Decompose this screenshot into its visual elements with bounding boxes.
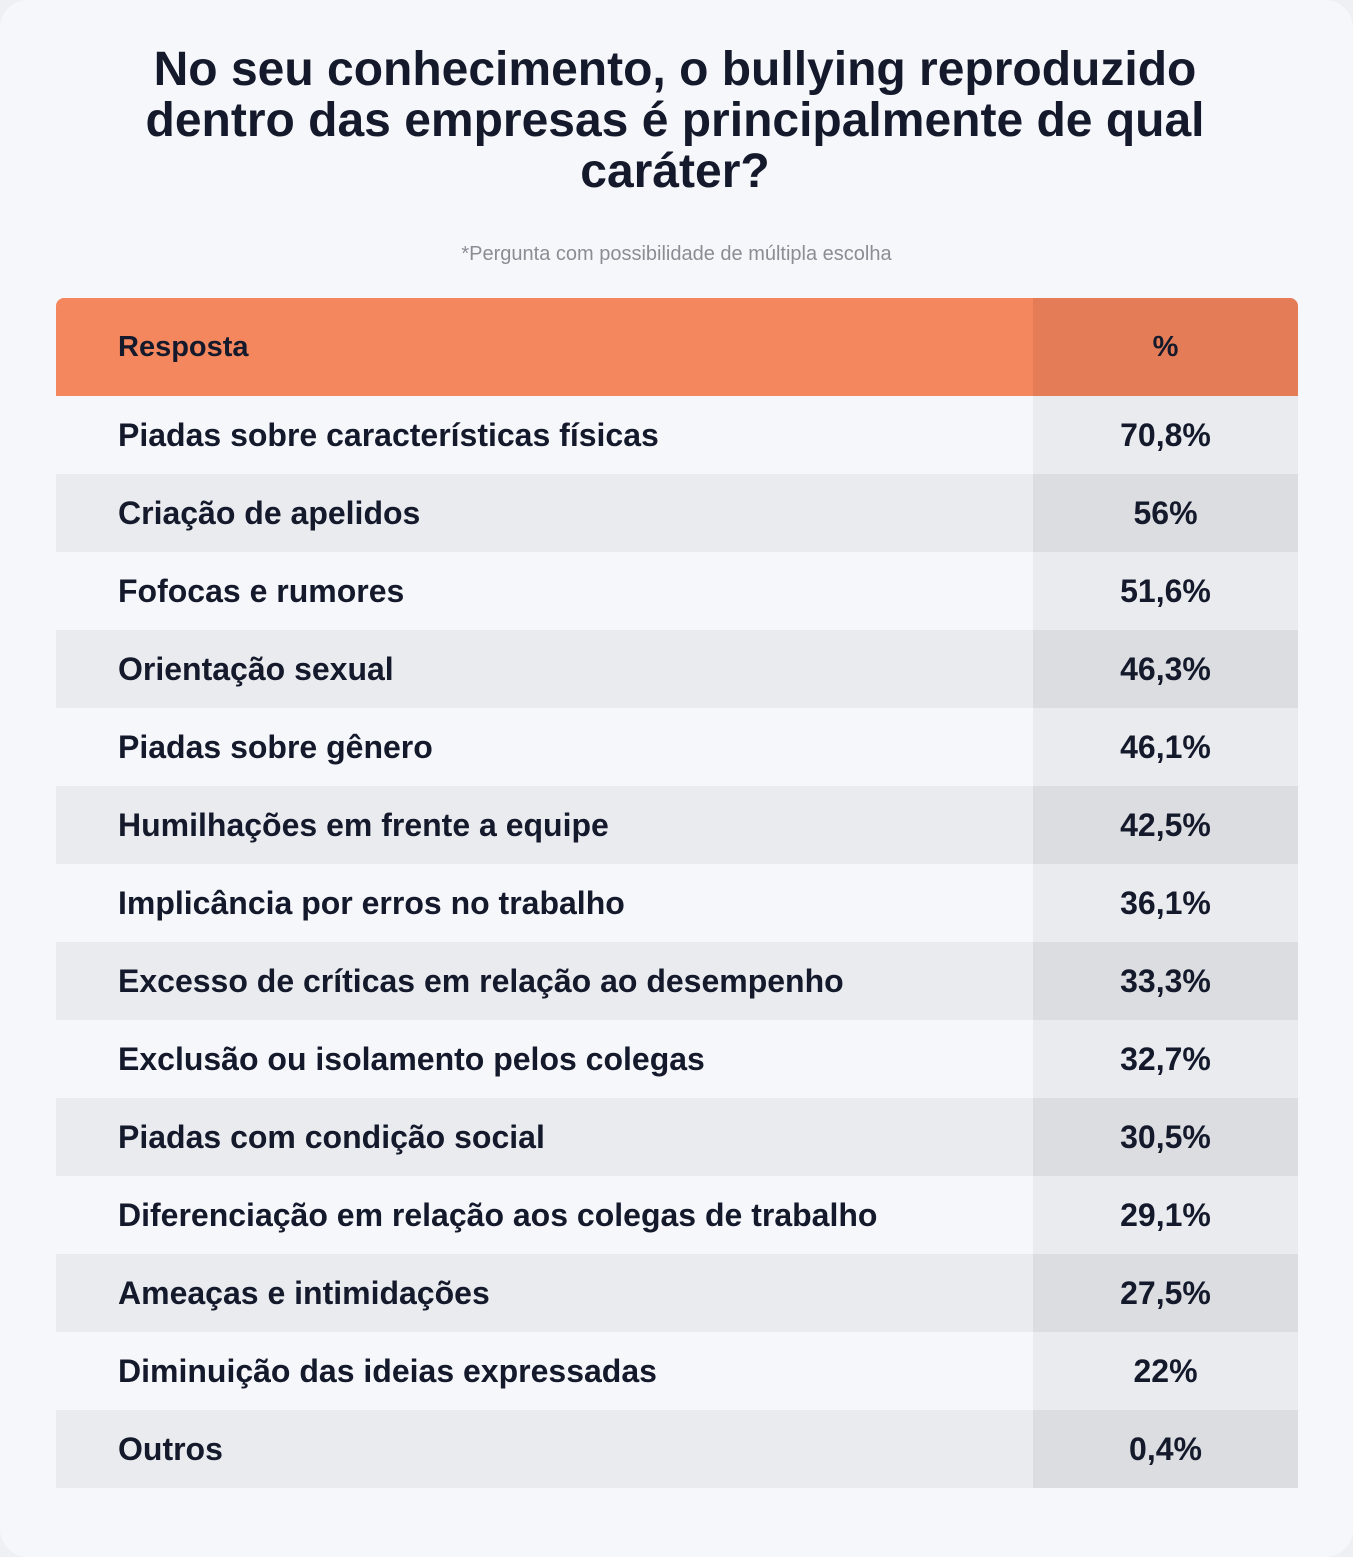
row-response-label: Diferenciação em relação aos colegas de …	[56, 1176, 1033, 1254]
row-response-label: Outros	[56, 1410, 1033, 1488]
table-row: Exclusão ou isolamento pelos colegas 32,7…	[56, 1020, 1298, 1098]
table-row: Humilhações em frente a equipe 42,5%	[56, 786, 1298, 864]
row-response-label: Exclusão ou isolamento pelos colegas	[56, 1020, 1033, 1098]
row-response-label: Excesso de críticas em relação ao desemp…	[56, 942, 1033, 1020]
table-row: Piadas sobre gênero 46,1%	[56, 708, 1298, 786]
table-row: Piadas sobre características físicas 70,8…	[56, 396, 1298, 474]
table-row: Fofocas e rumores 51,6%	[56, 552, 1298, 630]
table-row: Criação de apelidos 56%	[56, 474, 1298, 552]
header-percent-cell: %	[1033, 298, 1298, 396]
row-percent-value: 33,3%	[1033, 942, 1298, 1020]
table-row: Diminuição das ideias expressadas 22%	[56, 1332, 1298, 1410]
row-percent-value: 56%	[1033, 474, 1298, 552]
row-percent-value: 27,5%	[1033, 1254, 1298, 1332]
table-row: Excesso de críticas em relação ao desemp…	[56, 942, 1298, 1020]
row-response-label: Piadas sobre características físicas	[56, 396, 1033, 474]
header-response-label: Resposta	[118, 330, 249, 363]
table-body: Piadas sobre características físicas 70,8…	[56, 396, 1298, 1488]
row-response-label: Piadas com condição social	[56, 1098, 1033, 1176]
row-response-label: Ameaças e intimidações	[56, 1254, 1033, 1332]
row-response-label: Fofocas e rumores	[56, 552, 1033, 630]
row-percent-value: 32,7%	[1033, 1020, 1298, 1098]
table-row: Implicância por erros no trabalho 36,1%	[56, 864, 1298, 942]
table-row: Outros 0,4%	[56, 1410, 1298, 1488]
table-row: Diferenciação em relação aos colegas de …	[56, 1176, 1298, 1254]
row-percent-value: 30,5%	[1033, 1098, 1298, 1176]
row-percent-value: 46,1%	[1033, 708, 1298, 786]
header-response-cell: Resposta	[56, 298, 1033, 396]
row-percent-value: 51,6%	[1033, 552, 1298, 630]
results-table: Resposta % Piadas sobre características …	[56, 298, 1298, 1488]
row-response-label: Criação de apelidos	[56, 474, 1033, 552]
row-response-label: Implicância por erros no trabalho	[56, 864, 1033, 942]
table-row: Orientação sexual 46,3%	[56, 630, 1298, 708]
table-row: Ameaças e intimidações 27,5%	[56, 1254, 1298, 1332]
row-response-label: Diminuição das ideias expressadas	[56, 1332, 1033, 1410]
row-percent-value: 70,8%	[1033, 396, 1298, 474]
header-percent-label: %	[1152, 330, 1179, 363]
row-percent-value: 29,1%	[1033, 1176, 1298, 1254]
row-response-label: Humilhações em frente a equipe	[56, 786, 1033, 864]
table-row: Piadas com condição social 30,5%	[56, 1098, 1298, 1176]
table-header: Resposta %	[56, 298, 1298, 396]
row-percent-value: 42,5%	[1033, 786, 1298, 864]
row-percent-value: 0,4%	[1033, 1410, 1298, 1488]
row-percent-value: 46,3%	[1033, 630, 1298, 708]
row-percent-value: 22%	[1033, 1332, 1298, 1410]
row-response-label: Orientação sexual	[56, 630, 1033, 708]
chart-subtitle: *Pergunta com possibilidade de múltipla …	[461, 243, 892, 265]
chart-title: No seu conhecimento, o bullying reproduz…	[145, 43, 1205, 198]
row-response-label: Piadas sobre gênero	[56, 708, 1033, 786]
row-percent-value: 36,1%	[1033, 864, 1298, 942]
